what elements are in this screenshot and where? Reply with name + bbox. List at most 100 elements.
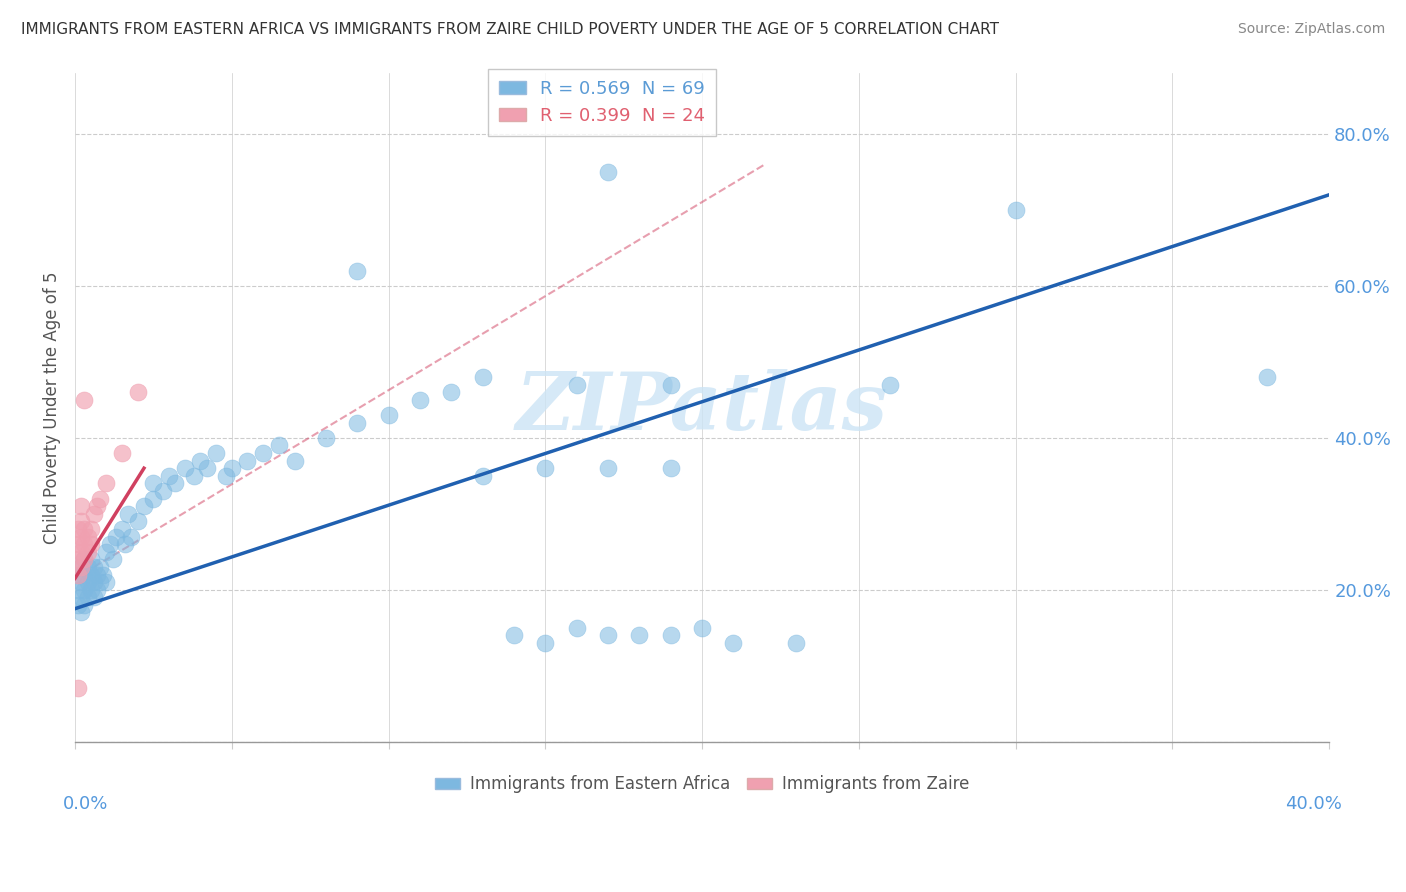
Point <box>70 514 93 528</box>
Point <box>659 461 682 475</box>
Point <box>70 530 93 544</box>
Point <box>70 575 93 590</box>
Point <box>111 446 134 460</box>
Point <box>86 499 108 513</box>
Point <box>73 522 96 536</box>
Point <box>142 476 165 491</box>
Point <box>91 567 114 582</box>
Text: 40.0%: 40.0% <box>1285 795 1341 814</box>
Point <box>73 582 96 597</box>
Point <box>98 537 121 551</box>
Point <box>67 552 90 566</box>
Point <box>80 552 103 566</box>
Point <box>205 446 228 460</box>
Point <box>659 377 682 392</box>
Point <box>86 582 108 597</box>
Point <box>183 468 205 483</box>
Point <box>70 606 93 620</box>
Point <box>73 552 96 566</box>
Point <box>565 621 588 635</box>
Point <box>73 567 96 582</box>
Point <box>67 567 90 582</box>
Point <box>409 392 432 407</box>
Point <box>723 636 745 650</box>
Point <box>67 681 90 696</box>
Point <box>440 385 463 400</box>
Point <box>346 263 368 277</box>
Point <box>111 522 134 536</box>
Point <box>152 483 174 498</box>
Point <box>67 537 90 551</box>
Point <box>195 461 218 475</box>
Point <box>534 461 557 475</box>
Point <box>471 468 494 483</box>
Legend: R = 0.569  N = 69, R = 0.399  N = 24: R = 0.569 N = 69, R = 0.399 N = 24 <box>488 69 716 136</box>
Point <box>534 636 557 650</box>
Point <box>67 598 90 612</box>
Point <box>346 416 368 430</box>
Point <box>70 560 93 574</box>
Point <box>471 370 494 384</box>
Text: Source: ZipAtlas.com: Source: ZipAtlas.com <box>1237 22 1385 37</box>
Point <box>89 491 111 506</box>
Point <box>120 530 142 544</box>
Point <box>173 461 195 475</box>
Point <box>73 537 96 551</box>
Point <box>96 545 118 559</box>
Point <box>70 499 93 513</box>
Point <box>628 628 651 642</box>
Point <box>80 567 103 582</box>
Point <box>80 522 103 536</box>
Point <box>73 598 96 612</box>
Point <box>76 591 98 605</box>
Point <box>101 552 124 566</box>
Point <box>236 453 259 467</box>
Point <box>96 575 118 590</box>
Point <box>67 567 90 582</box>
Point <box>70 560 93 574</box>
Point <box>83 591 105 605</box>
Point <box>104 530 127 544</box>
Point <box>315 431 337 445</box>
Point <box>76 545 98 559</box>
Point <box>80 582 103 597</box>
Point <box>879 377 901 392</box>
Point <box>89 560 111 574</box>
Point <box>190 453 212 467</box>
Text: ZIPatlas: ZIPatlas <box>516 368 889 446</box>
Point <box>67 522 90 536</box>
Text: IMMIGRANTS FROM EASTERN AFRICA VS IMMIGRANTS FROM ZAIRE CHILD POVERTY UNDER THE : IMMIGRANTS FROM EASTERN AFRICA VS IMMIGR… <box>21 22 1000 37</box>
Point <box>221 461 243 475</box>
Point <box>76 560 98 574</box>
Point <box>114 537 136 551</box>
Point <box>86 567 108 582</box>
Point <box>165 476 187 491</box>
Text: 0.0%: 0.0% <box>62 795 108 814</box>
Point <box>1256 370 1278 384</box>
Point <box>252 446 274 460</box>
Point <box>89 575 111 590</box>
Point <box>76 575 98 590</box>
Point <box>83 560 105 574</box>
Point <box>596 165 619 179</box>
Point <box>690 621 713 635</box>
Point <box>83 507 105 521</box>
Point <box>96 476 118 491</box>
Point <box>596 628 619 642</box>
Point <box>117 507 139 521</box>
Point <box>157 468 180 483</box>
Point <box>127 514 149 528</box>
Point <box>785 636 807 650</box>
Point <box>73 552 96 566</box>
Point <box>596 461 619 475</box>
Point <box>565 377 588 392</box>
Point <box>76 530 98 544</box>
Point <box>214 468 236 483</box>
Point <box>267 438 290 452</box>
Point <box>132 499 155 513</box>
Point <box>70 591 93 605</box>
Point <box>73 392 96 407</box>
Point <box>67 582 90 597</box>
Point <box>377 408 399 422</box>
Point <box>1004 202 1026 217</box>
